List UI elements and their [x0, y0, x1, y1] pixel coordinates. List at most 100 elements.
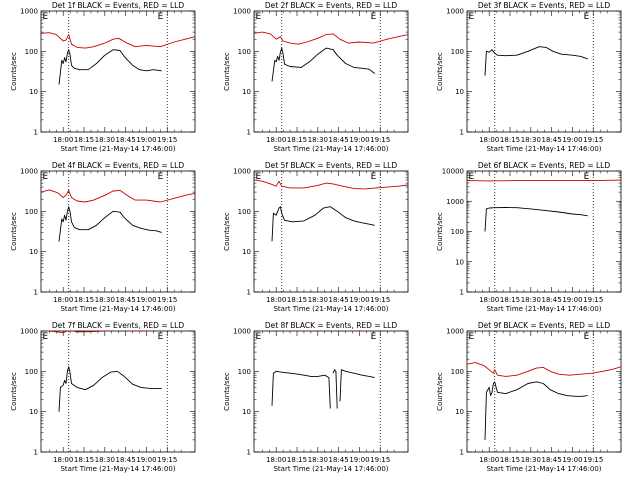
y-tick-label: 10 [29, 88, 38, 96]
y-tick-label: 1000 [20, 168, 38, 176]
x-tick-label: 18:00 [53, 456, 73, 464]
lld-series-line [467, 179, 621, 182]
y-tick-label: 1 [34, 129, 38, 137]
x-tick-label: 18:45 [116, 136, 136, 144]
plot-frame [466, 10, 622, 133]
events-series-line [271, 206, 375, 242]
events-series-line [58, 366, 162, 412]
panel-title: Det 6f BLACK = Events, RED = LLD [478, 161, 611, 170]
y-tick-label: 100 [238, 48, 251, 56]
x-tick-label: 18:30 [521, 136, 541, 144]
y-tick-label: 10 [29, 408, 38, 416]
y-tick-label: 1 [460, 289, 464, 297]
x-tick-label: 19:15 [583, 136, 603, 144]
y-axis-label: Counts/sec [223, 372, 231, 411]
y-axis-label: Counts/sec [223, 212, 231, 251]
panel-title: Det 9f BLACK = Events, RED = LLD [478, 321, 611, 330]
y-axis-label: Counts/sec [223, 52, 231, 91]
x-tick-label: 18:00 [53, 296, 73, 304]
y-tick-label: 10 [242, 408, 251, 416]
x-tick-label: 18:30 [308, 296, 328, 304]
lld-series-line [47, 331, 185, 334]
x-axis-label: Start Time (21-May-14 17:46:00) [60, 465, 175, 473]
x-axis-label: Start Time (21-May-14 17:46:00) [60, 145, 175, 153]
lld-series-line [467, 362, 621, 377]
x-tick-label: 19:15 [370, 296, 390, 304]
y-tick-label: 1000 [446, 198, 464, 206]
x-axis-label: Start Time (21-May-14 17:46:00) [273, 145, 388, 153]
x-axis-label: Start Time (21-May-14 17:46:00) [486, 145, 601, 153]
x-tick-label: 18:00 [266, 456, 286, 464]
detector-panel-7: Det 7f BLACK = Events, RED = LLD Start Ti… [10, 321, 196, 473]
y-tick-label: 100 [451, 228, 464, 236]
x-tick-label: 18:45 [542, 456, 562, 464]
x-tick-label: 19:00 [349, 456, 369, 464]
x-tick-label: 18:15 [287, 136, 307, 144]
x-tick-label: 19:15 [370, 136, 390, 144]
x-tick-label: 18:00 [479, 456, 499, 464]
x-tick-label: 19:00 [136, 136, 156, 144]
y-tick-label: 1 [247, 449, 251, 457]
x-tick-label: 19:15 [157, 136, 177, 144]
events-series-line [271, 370, 331, 409]
y-tick-label: 1000 [20, 328, 38, 336]
y-tick-label: 10 [242, 248, 251, 256]
x-tick-label: 19:00 [136, 296, 156, 304]
plot-frame [253, 170, 409, 293]
panel-title: Det 4f BLACK = Events, RED = LLD [52, 161, 185, 170]
x-tick-label: 18:30 [308, 136, 328, 144]
x-tick-label: 18:30 [521, 296, 541, 304]
detector-panel-5: Det 5f BLACK = Events, RED = LLD Start Ti… [223, 161, 409, 313]
x-tick-label: 19:00 [349, 136, 369, 144]
events-series-line [332, 369, 338, 409]
x-axis-label: Start Time (21-May-14 17:46:00) [273, 465, 388, 473]
x-axis-label: Start Time (21-May-14 17:46:00) [486, 305, 601, 313]
y-axis-label: Counts/sec [10, 372, 18, 411]
y-tick-label: 1000 [233, 168, 251, 176]
y-axis-label: Counts/sec [10, 52, 18, 91]
x-tick-label: 19:15 [157, 296, 177, 304]
detector-panel-4: Det 4f BLACK = Events, RED = LLD Start Ti… [10, 161, 196, 313]
y-tick-label: 10000 [442, 168, 464, 176]
x-tick-label: 18:45 [329, 136, 349, 144]
e-marker: E [469, 332, 475, 342]
plot-frame [253, 330, 409, 453]
x-tick-label: 19:00 [349, 296, 369, 304]
y-tick-label: 1 [460, 129, 464, 137]
y-axis-label: Counts/sec [436, 212, 444, 251]
x-tick-label: 18:45 [542, 136, 562, 144]
panel-title: Det 2f BLACK = Events, RED = LLD [265, 1, 398, 10]
x-tick-label: 18:00 [479, 296, 499, 304]
e-marker: E [371, 12, 377, 22]
x-tick-label: 19:15 [583, 296, 603, 304]
plot-frame [40, 10, 196, 133]
y-tick-label: 1000 [233, 328, 251, 336]
e-marker: E [158, 172, 164, 182]
panel-title: Det 1f BLACK = Events, RED = LLD [52, 1, 185, 10]
x-tick-label: 18:45 [329, 296, 349, 304]
events-series-line [58, 206, 162, 242]
x-tick-label: 18:45 [116, 456, 136, 464]
e-marker: E [584, 12, 590, 22]
x-tick-label: 19:00 [136, 456, 156, 464]
lld-series-line [41, 32, 195, 49]
lld-series-line [254, 179, 408, 190]
y-tick-label: 100 [238, 208, 251, 216]
x-tick-label: 19:00 [562, 136, 582, 144]
lld-series-line [254, 31, 408, 45]
x-axis-label: Start Time (21-May-14 17:46:00) [273, 305, 388, 313]
y-tick-label: 100 [25, 208, 38, 216]
y-tick-label: 1000 [20, 8, 38, 16]
y-axis-label: Counts/sec [10, 212, 18, 251]
x-tick-label: 18:15 [287, 296, 307, 304]
events-series-line [271, 47, 375, 82]
e-marker: E [158, 12, 164, 22]
e-marker: E [43, 172, 49, 182]
detector-panel-6: Det 6f BLACK = Events, RED = LLD Start Ti… [436, 161, 622, 313]
x-tick-label: 18:15 [500, 136, 520, 144]
e-marker: E [256, 332, 262, 342]
y-tick-label: 10 [29, 248, 38, 256]
y-tick-label: 100 [238, 368, 251, 376]
plot-frame [40, 330, 196, 453]
